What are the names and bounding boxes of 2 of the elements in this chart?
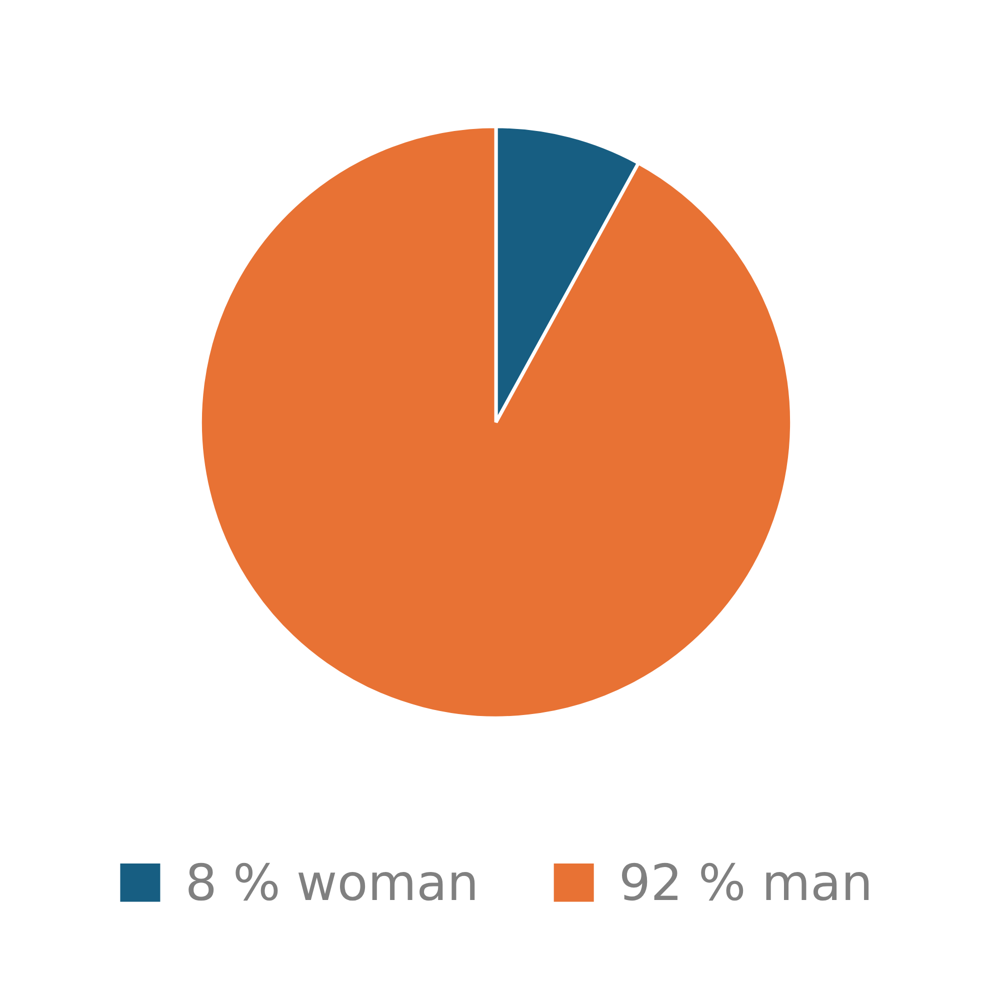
legend-label: 8 % woman — [188, 862, 475, 901]
legend-label: 92 % man — [622, 862, 869, 901]
